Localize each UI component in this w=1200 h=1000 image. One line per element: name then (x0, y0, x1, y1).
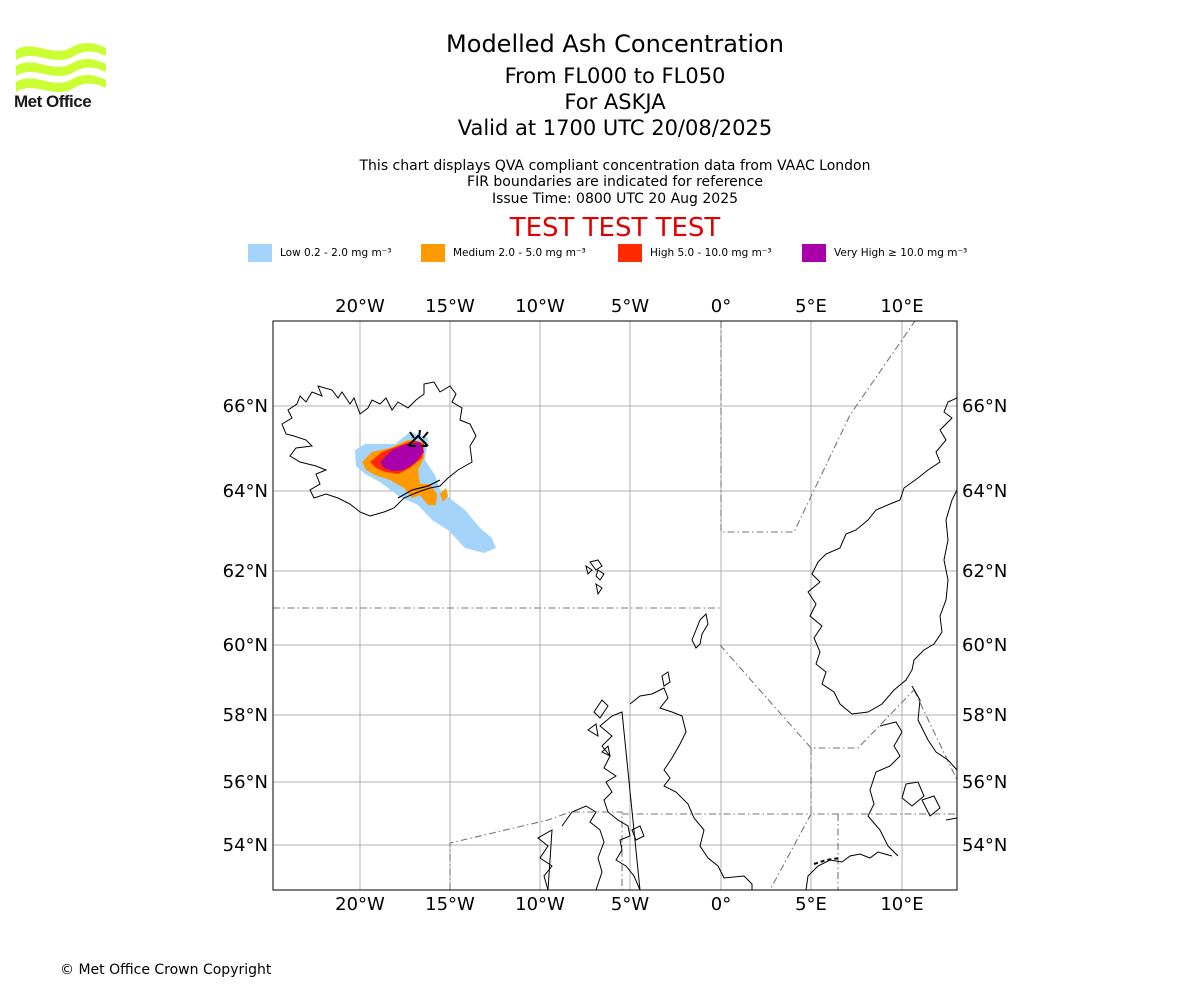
norway-coastline (807, 397, 957, 715)
legend-swatch-high (618, 244, 642, 262)
legend-swatch-low (248, 244, 272, 262)
subtitle-description: This chart displays QVA compliant concen… (359, 158, 871, 174)
lon-label-top: 0° (711, 296, 731, 317)
hebrides-orkney (587, 671, 671, 841)
lat-label-right: 64°N (962, 481, 1007, 502)
lon-label-bottom: 10°E (880, 894, 923, 915)
lat-label-left: 60°N (223, 635, 268, 656)
lat-label-left: 54°N (223, 835, 268, 856)
shetland-coastline (691, 612, 709, 649)
legend-item-high: High 5.0 - 10.0 mg m⁻³ (618, 244, 772, 262)
legend-label-high: High 5.0 - 10.0 mg m⁻³ (650, 247, 772, 259)
copyright-notice: © Met Office Crown Copyright (60, 962, 272, 978)
lon-label-bottom: 15°W (425, 894, 475, 915)
lon-labels-bottom: 20°W 15°W 10°W 5°W 0° 5°E 10°E (335, 894, 923, 915)
chart-title: Modelled Ash Concentration (446, 30, 784, 58)
lon-label-top: 20°W (335, 296, 385, 317)
lat-label-right: 54°N (962, 835, 1007, 856)
legend-item-medium: Medium 2.0 - 5.0 mg m⁻³ (421, 244, 586, 262)
fir-boundaries (273, 321, 957, 890)
lat-labels-right: 66°N 64°N 62°N 60°N 58°N 56°N 54°N (962, 396, 1007, 856)
lat-labels-left: 66°N 64°N 62°N 60°N 58°N 56°N 54°N (223, 396, 268, 856)
faroe-islands (585, 559, 605, 596)
great-britain-coastline (599, 687, 753, 890)
lat-label-left: 56°N (223, 772, 268, 793)
map-gridlines (273, 321, 957, 890)
lon-labels-top: 20°W 15°W 10°W 5°W 0° 5°E 10°E (335, 296, 923, 317)
lon-label-bottom: 5°E (795, 894, 827, 915)
country-border (813, 857, 841, 865)
subtitle-issue-time: Issue Time: 0800 UTC 20 Aug 2025 (491, 191, 739, 207)
volcano-name: For ASKJA (564, 90, 666, 114)
valid-time: Valid at 1700 UTC 20/08/2025 (457, 116, 773, 140)
legend-label-very-high: Very High ≥ 10.0 mg m⁻³ (834, 247, 968, 259)
lat-label-left: 66°N (223, 396, 268, 417)
map-frame (272, 320, 958, 891)
lon-label-bottom: 0° (711, 894, 731, 915)
legend-swatch-medium (421, 244, 445, 262)
legend-item-very-high: Very High ≥ 10.0 mg m⁻³ (802, 244, 967, 262)
ireland-coastline (537, 805, 605, 890)
lon-label-bottom: 20°W (335, 894, 385, 915)
met-office-logo-text: Met Office (14, 92, 92, 111)
lat-label-right: 62°N (962, 561, 1007, 582)
legend-swatch-very-high (802, 244, 826, 262)
sweden-coastline (911, 685, 957, 771)
ash-medium-patch (440, 488, 448, 502)
volcano-marker-icon (407, 429, 429, 447)
flight-level-range: From FL000 to FL050 (504, 64, 726, 88)
lat-label-left: 64°N (223, 481, 268, 502)
iceland-coastline (281, 381, 477, 517)
lat-label-right: 58°N (962, 705, 1007, 726)
test-banner: TEST TEST TEST (509, 213, 721, 243)
legend-item-low: Low 0.2 - 2.0 mg m⁻³ (248, 244, 391, 262)
lon-label-top: 10°W (515, 296, 565, 317)
lon-label-top: 5°E (795, 296, 827, 317)
lon-label-bottom: 10°W (515, 894, 565, 915)
denmark-coastline (867, 721, 941, 857)
lon-label-top: 10°E (880, 296, 923, 317)
iceland-inner-line (397, 479, 441, 499)
lat-label-left: 58°N (223, 705, 268, 726)
lon-label-top: 5°W (611, 296, 649, 317)
lat-label-right: 60°N (962, 635, 1007, 656)
subtitle-fir-note: FIR boundaries are indicated for referen… (467, 174, 763, 190)
legend-label-medium: Medium 2.0 - 5.0 mg m⁻³ (453, 247, 586, 259)
lon-label-bottom: 5°W (611, 894, 649, 915)
lat-label-right: 66°N (962, 396, 1007, 417)
ash-very-high-area (380, 442, 424, 471)
lat-label-left: 62°N (223, 561, 268, 582)
lat-label-right: 56°N (962, 772, 1007, 793)
ash-cloud (355, 432, 496, 553)
met-office-logo-icon (16, 42, 106, 92)
continent-coastline (805, 817, 957, 890)
lon-label-top: 15°W (425, 296, 475, 317)
legend-label-low: Low 0.2 - 2.0 mg m⁻³ (280, 247, 392, 259)
